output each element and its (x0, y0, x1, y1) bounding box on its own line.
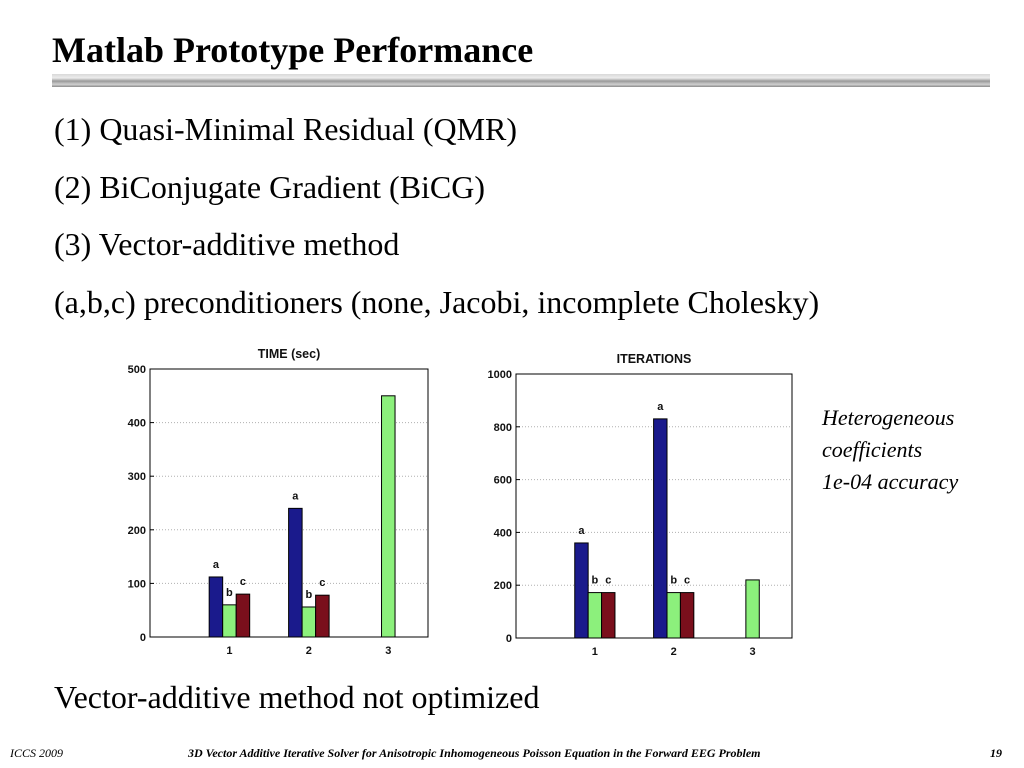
bar-label: c (684, 575, 690, 587)
x-tick-label: 2 (671, 646, 677, 658)
bar-label: b (305, 589, 312, 601)
side-note: Heterogeneous coefficients 1e-04 accurac… (822, 402, 958, 498)
title-divider (52, 74, 990, 87)
bar-label: b (226, 587, 233, 599)
footer-conference: ICCS 2009 (10, 746, 64, 760)
bar-2-b (301, 606, 317, 638)
bar-2-c (315, 594, 330, 638)
bar-label: c (240, 576, 246, 588)
x-tick-label: 1 (592, 646, 598, 658)
bullet-item: (1) Quasi-Minimal Residual (QMR) (54, 111, 518, 147)
bar-label: a (657, 401, 664, 413)
bar-2-b (666, 592, 681, 639)
bullet-list: (1) Quasi-Minimal Residual (QMR) (2) BiC… (54, 101, 819, 331)
bullet-item: (2) BiConjugate Gradient (BiCG) (54, 168, 486, 205)
bar-label: b (670, 575, 677, 587)
y-tick-label: 500 (128, 364, 146, 376)
bar-label: b (591, 575, 598, 587)
bar-label: c (319, 577, 325, 589)
chart-title: TIME (sec) (258, 347, 321, 361)
plot-frame (149, 368, 429, 638)
bar-1-b (587, 592, 603, 639)
y-tick-label: 200 (494, 580, 512, 592)
bar-2-c (679, 592, 695, 639)
footer-paper-title: 3D Vector Additive Iterative Solver for … (188, 746, 761, 760)
y-tick-label: 0 (140, 632, 146, 644)
bar-2-a (653, 418, 668, 639)
x-tick-label: 1 (226, 645, 232, 657)
footer-page-number: 19 (990, 746, 1002, 760)
bar-2-a (288, 507, 303, 638)
y-tick-label: 400 (494, 527, 512, 539)
side-note-line: 1e-04 accuracy (822, 469, 959, 494)
y-tick-label: 400 (128, 418, 146, 430)
bar-1-a (208, 576, 224, 638)
bar-label: a (292, 490, 299, 502)
bar-1-c (235, 593, 251, 638)
chart-title: ITERATIONS (617, 352, 692, 366)
y-tick-label: 100 (128, 578, 146, 590)
bullet-item: (a,b,c) preconditioners (none, Jacobi, i… (54, 283, 820, 320)
bar-3-b (745, 579, 760, 639)
y-tick-label: 300 (128, 471, 146, 483)
bullet-item: (3) Vector-additive method (54, 226, 400, 262)
side-note-line: Heterogeneous (822, 405, 955, 430)
y-tick-label: 200 (128, 525, 146, 537)
bar-3-b (381, 395, 396, 638)
y-tick-label: 800 (494, 422, 512, 434)
x-tick-label: 3 (750, 646, 756, 658)
slide-title: Matlab Prototype Performance (52, 30, 534, 70)
plot-frame (515, 373, 793, 639)
y-tick-label: 600 (494, 475, 512, 487)
y-tick-label: 0 (506, 633, 512, 645)
x-tick-label: 3 (385, 645, 391, 657)
bar-1-c (601, 592, 616, 639)
bar-1-a (574, 542, 589, 639)
bar-label: a (578, 525, 585, 537)
side-note-line: coefficients (822, 437, 923, 462)
y-tick-label: 1000 (488, 369, 512, 381)
bar-label: a (213, 559, 220, 571)
conclusion-text: Vector-additive method not optimized (54, 679, 540, 715)
x-tick-label: 2 (306, 645, 312, 657)
bar-label: c (605, 575, 611, 587)
bar-1-b (222, 604, 237, 638)
